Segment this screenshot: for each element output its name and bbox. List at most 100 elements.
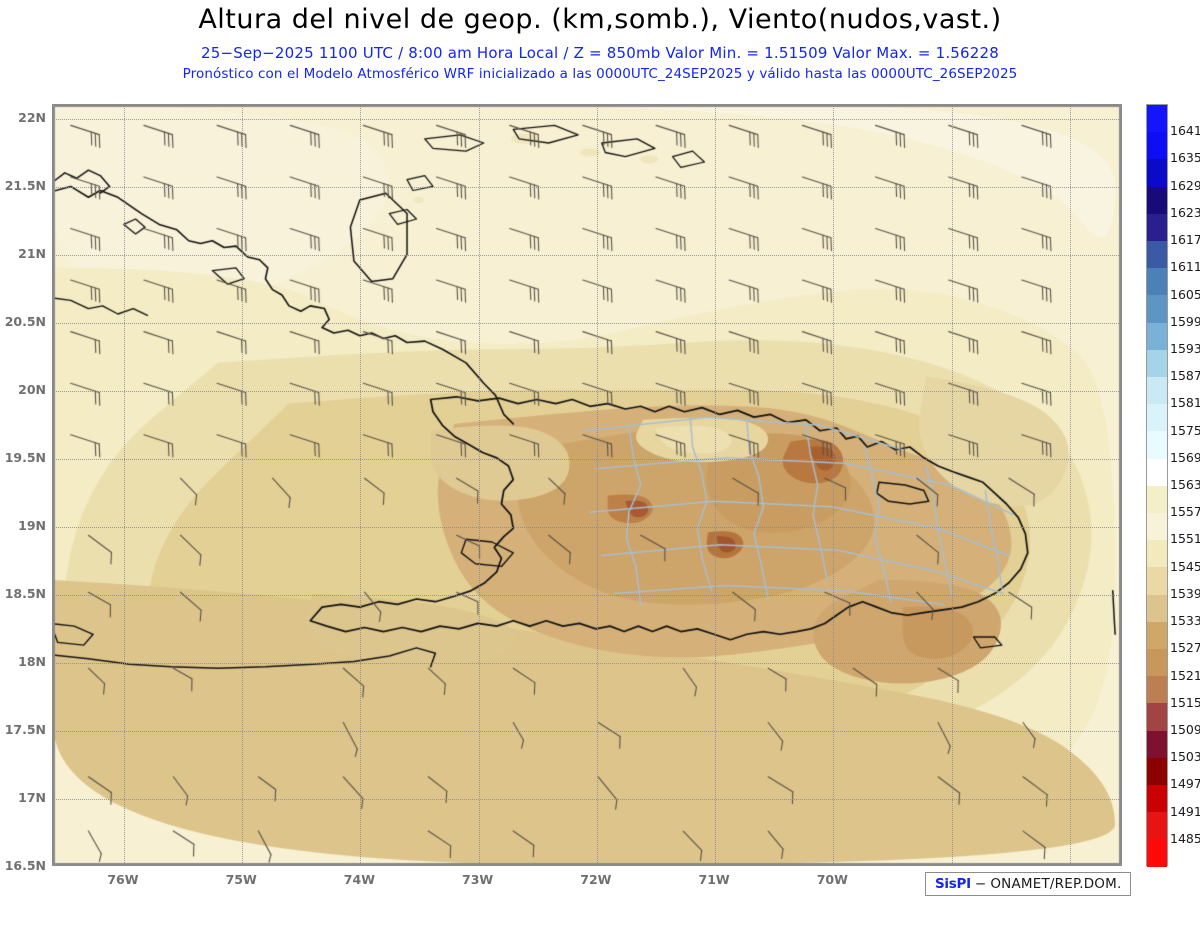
colorbar-tick-label: 1563 (1170, 477, 1200, 492)
y-tick-label: 19.5N (0, 450, 46, 465)
colorbar-tick-label: 1599 (1170, 314, 1200, 329)
y-tick-label: 16.5N (0, 858, 46, 873)
colorbar-swatch (1147, 187, 1167, 214)
gridline-lon-75W (242, 105, 243, 865)
colorbar-tick-label: 1515 (1170, 695, 1200, 710)
gridline-lon-68W (1070, 105, 1071, 865)
colorbar-swatch (1147, 622, 1167, 649)
colorbar-swatch (1147, 214, 1167, 241)
colorbar-tick-label: 1533 (1170, 613, 1200, 628)
gridline-lat-17N (53, 799, 1121, 800)
gridline-lat-18N (53, 663, 1121, 664)
colorbar-tick-label: 1491 (1170, 804, 1200, 819)
colorbar-swatch (1147, 567, 1167, 594)
brand-label: SisPI (935, 876, 971, 892)
colorbar-tick-label: 1527 (1170, 640, 1200, 655)
subtitle-run-info: 25−Sep−2025 1100 UTC / 8:00 am Hora Loca… (0, 44, 1200, 62)
gridline-lat-20.5N (53, 323, 1121, 324)
y-tick-label: 20.5N (0, 314, 46, 329)
colorbar-swatch (1147, 350, 1167, 377)
colorbar-tick-label: 1587 (1170, 368, 1200, 383)
y-tick-label: 18.5N (0, 586, 46, 601)
colorbar-swatch (1147, 159, 1167, 186)
x-tick-label: 76W (100, 872, 146, 887)
colorbar-swatch (1147, 295, 1167, 322)
colorbar-swatch (1147, 431, 1167, 458)
colorbar-tick-label: 1497 (1170, 776, 1200, 791)
gridline-lon-70W (833, 105, 834, 865)
colorbar-tick-label: 1545 (1170, 559, 1200, 574)
colorbar-tick-label: 1509 (1170, 722, 1200, 737)
colorbar-swatch (1147, 404, 1167, 431)
gridline-lon-69W (952, 105, 953, 865)
colorbar-swatch (1147, 731, 1167, 758)
x-tick-label: 70W (809, 872, 855, 887)
colorbar-tick-label: 1557 (1170, 504, 1200, 519)
colorbar-swatch (1147, 839, 1167, 866)
colorbar-tick-label: 1623 (1170, 205, 1200, 220)
x-tick-label: 72W (573, 872, 619, 887)
gridline-lat-22N (53, 119, 1121, 120)
colorbar-swatch (1147, 323, 1167, 350)
gridline-lat-17.5N (53, 731, 1121, 732)
colorbar-tick-label: 1629 (1170, 178, 1200, 193)
colorbar[interactable] (1146, 104, 1168, 866)
colorbar-swatch (1147, 812, 1167, 839)
colorbar-tick-label: 1551 (1170, 531, 1200, 546)
colorbar-tick-label: 1485 (1170, 831, 1200, 846)
y-tick-label: 17.5N (0, 722, 46, 737)
y-tick-label: 21N (0, 246, 46, 261)
colorbar-swatch (1147, 105, 1167, 132)
gridline-lon-74W (360, 105, 361, 865)
y-tick-label: 19N (0, 518, 46, 533)
colorbar-swatch (1147, 676, 1167, 703)
x-tick-label: 71W (691, 872, 737, 887)
colorbar-tick-label: 1569 (1170, 450, 1200, 465)
colorbar-swatch (1147, 377, 1167, 404)
colorbar-swatch (1147, 703, 1167, 730)
subtitle-model-info: Pronóstico con el Modelo Atmosférico WRF… (0, 66, 1200, 82)
gridline-lon-76W (124, 105, 125, 865)
gridline-lat-20N (53, 391, 1121, 392)
colorbar-tick-label: 1605 (1170, 287, 1200, 302)
colorbar-tick-label: 1593 (1170, 341, 1200, 356)
colorbar-swatch (1147, 132, 1167, 159)
y-tick-label: 21.5N (0, 178, 46, 193)
y-tick-label: 20N (0, 382, 46, 397)
colorbar-tick-label: 1521 (1170, 668, 1200, 683)
colorbar-tick-label: 1581 (1170, 395, 1200, 410)
agency-label: ONAMET/REP.DOM. (990, 876, 1121, 892)
colorbar-tick-label: 1617 (1170, 232, 1200, 247)
x-tick-label: 74W (336, 872, 382, 887)
y-tick-label: 22N (0, 110, 46, 125)
map-shading-canvas (53, 105, 1121, 865)
colorbar-tick-label: 1575 (1170, 423, 1200, 438)
colorbar-swatch (1147, 486, 1167, 513)
watermark-logo: SisPI − ONAMET/REP.DOM. (925, 872, 1131, 896)
colorbar-swatch (1147, 268, 1167, 295)
y-tick-label: 17N (0, 790, 46, 805)
colorbar-swatch (1147, 785, 1167, 812)
gridline-lon-72W (597, 105, 598, 865)
colorbar-swatch (1147, 459, 1167, 486)
gridline-lat-18.5N (53, 595, 1121, 596)
weather-map-figure: Altura del nivel de geop. (km,somb.), Vi… (0, 0, 1200, 927)
colorbar-tick-labels: 1641 1635 1629 1623 1617 1611 1605 1599 1593 1587… (1170, 104, 1200, 866)
colorbar-swatch (1147, 649, 1167, 676)
gridline-lon-73W (479, 105, 480, 865)
gridline-lat-21.5N (53, 187, 1121, 188)
colorbar-swatch (1147, 513, 1167, 540)
gridline-lat-19.5N (53, 459, 1121, 460)
gridline-lat-21N (53, 255, 1121, 256)
colorbar-tick-label: 1539 (1170, 586, 1200, 601)
gridline-lon-71W (715, 105, 716, 865)
map-plot-area[interactable] (52, 104, 1122, 866)
colorbar-swatch (1147, 758, 1167, 785)
colorbar-swatch (1147, 540, 1167, 567)
x-tick-label: 73W (455, 872, 501, 887)
gridline-lat-19N (53, 527, 1121, 528)
separator-label: − (975, 876, 987, 892)
colorbar-swatch (1147, 595, 1167, 622)
colorbar-tick-label: 1503 (1170, 749, 1200, 764)
page-title: Altura del nivel de geop. (km,somb.), Vi… (0, 4, 1200, 35)
